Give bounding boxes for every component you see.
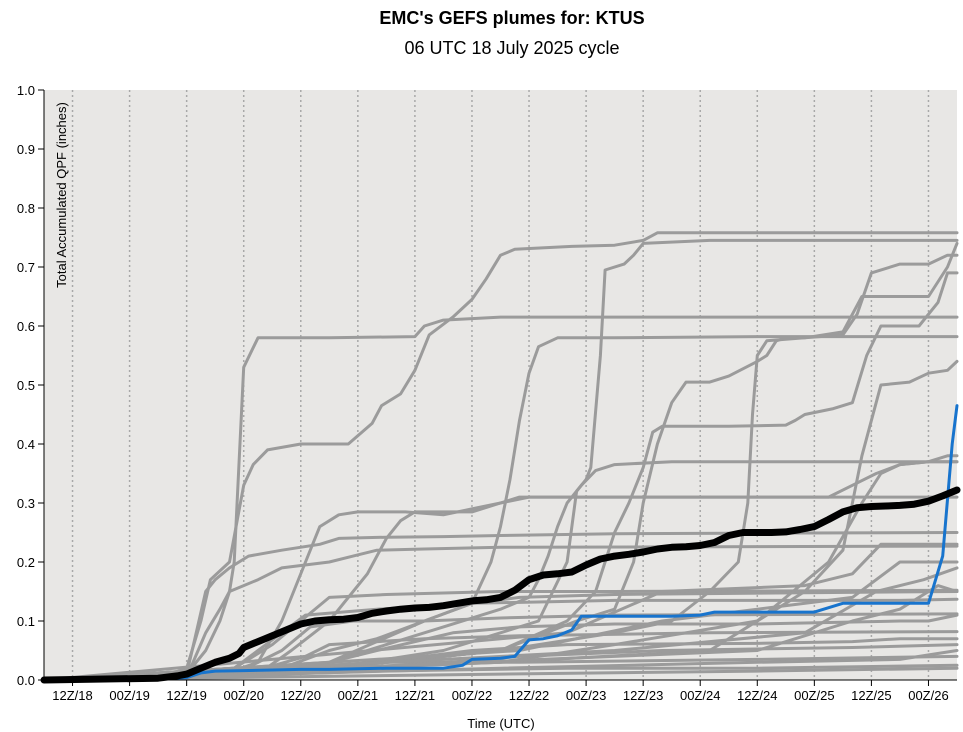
member-line-3 <box>42 544 959 682</box>
y-tick-label-9: 0.9 <box>17 142 35 157</box>
y-tick-label-6: 0.6 <box>17 319 35 334</box>
member-line-27 <box>42 584 959 682</box>
y-tick-label-7: 0.7 <box>17 260 35 275</box>
x-tick-label-7: 00Z/22 <box>452 688 492 703</box>
y-tick-label-8: 0.8 <box>17 201 35 216</box>
member-line-5 <box>42 460 959 682</box>
x-tick-label-12: 12Z/24 <box>737 688 777 703</box>
member-line-28 <box>42 649 959 682</box>
x-tick-label-14: 12Z/25 <box>851 688 891 703</box>
x-tick-label-4: 12Z/20 <box>281 688 321 703</box>
x-axis-label: Time (UTC) <box>467 716 534 731</box>
member-line-29 <box>42 666 959 682</box>
member-line-12 <box>42 454 959 682</box>
x-tick-label-8: 12Z/22 <box>509 688 549 703</box>
member-line-9 <box>42 271 959 682</box>
y-tick-label-2: 0.2 <box>17 555 35 570</box>
x-axis: 12Z/18 00Z/19 12Z/19 00Z/20 12Z/20 00Z/21 12Z/… <box>44 679 957 703</box>
y-tick-label-5: 0.5 <box>17 378 35 393</box>
x-tick-label-15: 00Z/26 <box>908 688 948 703</box>
ensemble-mean-line <box>40 486 961 684</box>
chart-subtitle: 06 UTC 18 July 2025 cycle <box>404 38 619 58</box>
control-line <box>42 404 959 682</box>
chart-title: EMC's GEFS plumes for: KTUS <box>379 8 644 28</box>
x-tick-label-6: 12Z/21 <box>395 688 435 703</box>
y-tick-label-3: 0.3 <box>17 496 35 511</box>
x-tick-label-13: 00Z/25 <box>794 688 834 703</box>
mean-line <box>40 486 961 684</box>
x-tick-label-1: 00Z/19 <box>109 688 149 703</box>
x-tick-label-9: 00Z/23 <box>566 688 606 703</box>
x-tick-label-10: 12Z/23 <box>623 688 663 703</box>
x-tick-label-3: 00Z/20 <box>223 688 263 703</box>
x-tick-label-2: 12Z/19 <box>166 688 206 703</box>
member-line-7 <box>42 460 959 682</box>
x-tick-label-0: 12Z/18 <box>52 688 92 703</box>
member-line-1 <box>42 231 959 682</box>
x-tick-label-5: 00Z/21 <box>338 688 378 703</box>
member-line-2 <box>42 531 959 682</box>
x-tick-label-11: 00Z/24 <box>680 688 720 703</box>
control-run-line <box>42 404 959 682</box>
y-tick-label-0: 0.0 <box>17 673 35 688</box>
y-tick-label-1: 0.1 <box>17 614 35 629</box>
member-line-26 <box>42 566 959 682</box>
y-axis-label: Total Accumulated QPF (inches) <box>54 102 69 288</box>
y-tick-label-10: 1.0 <box>17 83 35 98</box>
y-axis: 0.0 0.1 0.2 0.3 0.4 0.5 0.6 0.7 0.8 0.9 1.0 <box>17 83 45 688</box>
y-tick-label-4: 0.4 <box>17 437 35 452</box>
member-line-21 <box>42 613 959 682</box>
